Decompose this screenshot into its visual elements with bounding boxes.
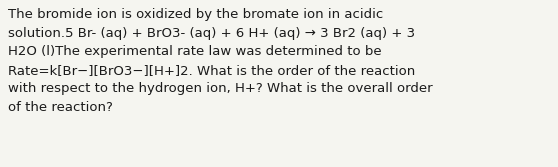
Text: The bromide ion is oxidized by the bromate ion in acidic
solution.5 Br- (aq) + B: The bromide ion is oxidized by the broma… — [8, 8, 433, 114]
